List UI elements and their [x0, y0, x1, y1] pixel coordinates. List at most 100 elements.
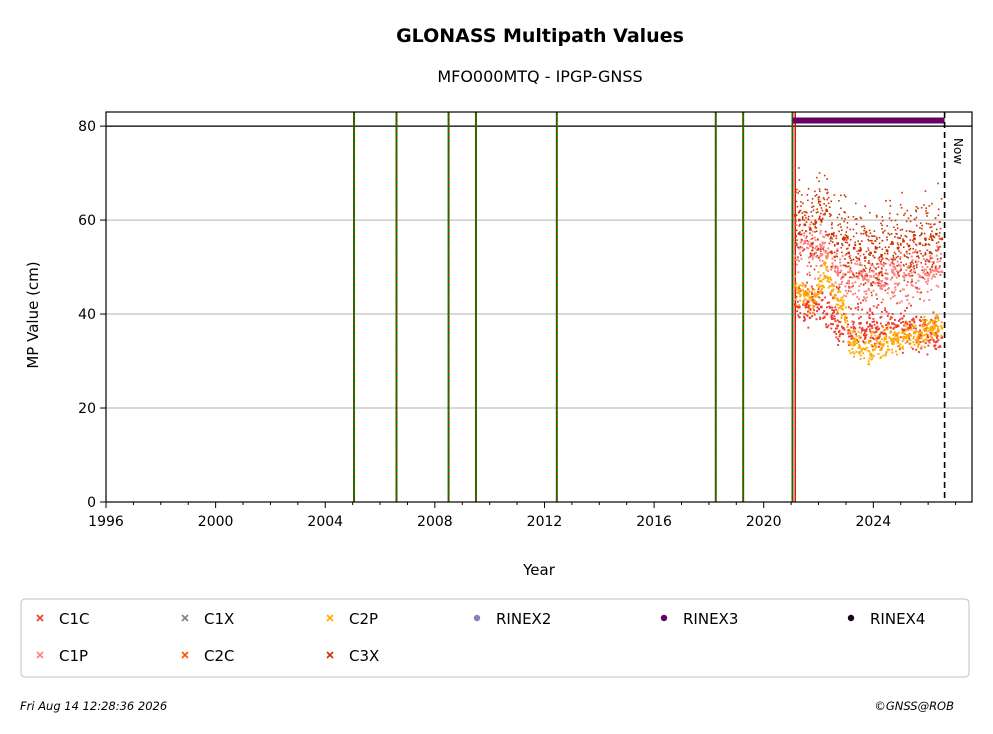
x-tick-label: 2016	[636, 514, 672, 530]
data-point-c3x	[803, 211, 806, 213]
data-point-c1c	[825, 325, 828, 328]
data-point-c1p	[865, 296, 868, 299]
data-point-c1p	[882, 263, 885, 266]
data-point-c3x	[910, 230, 912, 233]
data-point-c3x	[849, 257, 852, 259]
data-point-c1c	[833, 317, 836, 320]
data-point-c1c	[804, 306, 807, 309]
data-point-c3x	[832, 241, 834, 243]
data-point-c3x	[799, 231, 801, 233]
data-point-c1c	[850, 326, 853, 329]
data-point-c3x	[934, 223, 936, 225]
data-point-c1p	[820, 253, 823, 256]
data-point-c1c	[864, 334, 867, 337]
data-point-c3x	[795, 244, 798, 247]
data-point-c1c	[900, 312, 902, 315]
data-point-c1c	[937, 316, 939, 319]
data-point-c2p	[832, 284, 835, 287]
data-point-c2p	[849, 343, 852, 346]
data-point-c3x	[814, 195, 817, 197]
data-point-c2p	[833, 297, 835, 300]
data-point-c3x	[830, 214, 832, 216]
data-point-c1c	[908, 337, 911, 340]
data-point-c1c	[914, 327, 917, 330]
data-point-c2p	[853, 340, 856, 343]
data-point-c1c	[878, 342, 881, 345]
data-point-c2p	[883, 336, 886, 339]
data-point-c1p	[899, 256, 902, 258]
now-label: Now	[951, 138, 965, 164]
data-point-c1p	[829, 292, 832, 295]
data-point-c1p	[824, 241, 827, 244]
data-point-c1c	[875, 337, 878, 340]
data-point-c3x	[923, 232, 926, 235]
data-point-c3x	[813, 252, 816, 255]
data-point-c1p	[831, 237, 834, 240]
data-point-c2p	[937, 331, 940, 333]
data-point-c3x	[859, 264, 861, 266]
data-point-c3x	[923, 204, 925, 206]
data-point-c3x	[841, 251, 843, 254]
data-point-c1c	[920, 316, 923, 319]
data-point-c3x	[796, 256, 799, 258]
data-point-c1c	[935, 331, 937, 334]
data-point-c2p	[842, 308, 845, 311]
data-point-c1c	[805, 313, 808, 316]
data-point-c2p	[879, 357, 882, 360]
data-point-c3x	[846, 226, 849, 229]
data-point-c3x	[890, 233, 893, 235]
data-point-c3x	[837, 224, 839, 226]
data-point-c2p	[802, 291, 805, 294]
data-point-c2p	[895, 353, 898, 356]
data-point-c1c	[868, 323, 871, 326]
data-point-c2p	[923, 340, 926, 343]
data-point-c3x	[865, 230, 867, 233]
data-point-c1p	[938, 266, 941, 269]
data-point-c2p	[797, 290, 799, 293]
data-point-c2p	[816, 295, 819, 298]
data-point-c1c	[807, 304, 810, 307]
data-point-c3x	[902, 246, 905, 249]
data-point-c2p	[901, 345, 904, 348]
data-point-c3x	[812, 209, 815, 212]
data-point-c3x	[915, 210, 918, 213]
data-point-c1p	[891, 270, 894, 274]
x-tick-label: 2012	[527, 514, 563, 530]
data-point-c3x	[938, 221, 941, 223]
data-point-c2p	[874, 345, 878, 349]
data-point-c1c	[903, 315, 905, 318]
data-point-c1c	[852, 326, 856, 330]
data-point-c1p	[847, 271, 849, 274]
data-point-c1c	[809, 308, 812, 311]
data-point-c1p	[926, 274, 928, 277]
data-point-c1c	[803, 315, 805, 318]
data-point-c3x	[911, 280, 913, 283]
data-point-c1c	[833, 311, 835, 314]
data-point-c1p	[872, 270, 875, 273]
data-point-c1p	[825, 255, 827, 258]
data-point-c2p	[886, 328, 889, 331]
data-point-c3x	[798, 210, 801, 212]
data-point-c2p	[874, 334, 877, 337]
data-point-c3x	[937, 241, 940, 243]
data-point-c3x	[840, 233, 842, 236]
data-point-c2p	[930, 329, 933, 332]
data-point-c3x	[799, 246, 802, 248]
data-point-c3x	[824, 213, 826, 216]
data-point-c3x	[874, 240, 877, 242]
data-point-c1c	[837, 331, 840, 333]
data-point-c3x	[826, 188, 828, 191]
data-point-c1p	[837, 269, 840, 272]
data-point-c3x	[833, 194, 836, 196]
data-point-c3x	[819, 190, 821, 193]
data-point-c1p	[841, 254, 844, 257]
data-point-c2p	[873, 348, 876, 351]
data-point-c2p	[802, 283, 805, 286]
data-point-c1p	[934, 265, 937, 268]
data-point-c3x	[829, 215, 831, 218]
data-point-c1c	[933, 321, 936, 324]
data-point-c3x	[876, 263, 878, 265]
data-point-c3x	[932, 262, 935, 264]
data-point-c1p	[928, 272, 931, 275]
data-point-c1p	[819, 229, 822, 232]
